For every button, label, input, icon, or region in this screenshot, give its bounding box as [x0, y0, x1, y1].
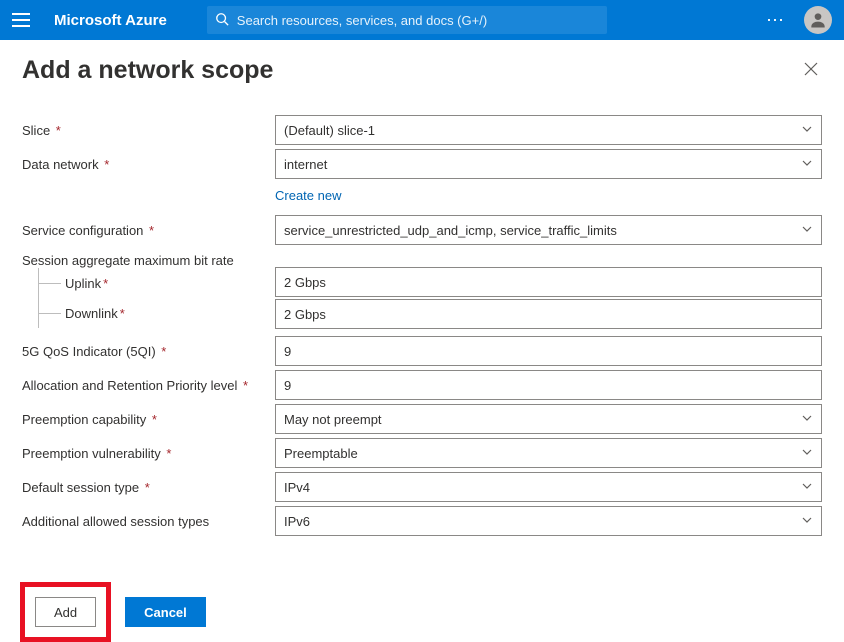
menu-icon[interactable]: [12, 13, 30, 27]
required-marker: *: [141, 480, 150, 495]
required-marker: *: [148, 412, 157, 427]
required-marker: *: [103, 276, 108, 291]
required-marker: *: [239, 378, 248, 393]
chevron-down-icon: [801, 446, 813, 461]
data-network-select[interactable]: internet: [275, 149, 822, 179]
data-network-label: Data network: [22, 157, 99, 172]
close-icon[interactable]: [800, 56, 822, 85]
search-icon: [215, 12, 229, 29]
additional-session-value: IPv6: [284, 514, 310, 529]
azure-topbar: Microsoft Azure ⋯: [0, 0, 844, 40]
required-marker: *: [163, 446, 172, 461]
uplink-label: Uplink: [65, 276, 101, 291]
slice-value: (Default) slice-1: [284, 123, 375, 138]
additional-session-label: Additional allowed session types: [22, 514, 209, 529]
create-new-link[interactable]: Create new: [275, 184, 341, 211]
more-icon[interactable]: ⋯: [766, 10, 786, 31]
preempt-vuln-select[interactable]: Preemptable: [275, 438, 822, 468]
preempt-vuln-label: Preemption vulnerability: [22, 446, 161, 461]
arp-field[interactable]: [284, 378, 813, 393]
fqi-input[interactable]: [275, 336, 822, 366]
uplink-field[interactable]: [284, 275, 813, 290]
page-title: Add a network scope: [22, 56, 273, 85]
default-session-label: Default session type: [22, 480, 139, 495]
user-avatar[interactable]: [804, 6, 832, 34]
global-search[interactable]: [207, 6, 607, 34]
arp-label: Allocation and Retention Priority level: [22, 378, 237, 393]
brand-label: Microsoft Azure: [54, 12, 167, 29]
required-marker: *: [145, 223, 154, 238]
service-config-value: service_unrestricted_udp_and_icmp, servi…: [284, 223, 617, 238]
cancel-button[interactable]: Cancel: [125, 597, 206, 627]
default-session-value: IPv4: [284, 480, 310, 495]
fqi-field[interactable]: [284, 344, 813, 359]
uplink-input[interactable]: [275, 267, 822, 297]
downlink-field[interactable]: [284, 307, 813, 322]
required-marker: *: [120, 306, 125, 321]
slice-label: Slice: [22, 123, 50, 138]
preempt-cap-label: Preemption capability: [22, 412, 146, 427]
arp-input[interactable]: [275, 370, 822, 400]
service-config-select[interactable]: service_unrestricted_udp_and_icmp, servi…: [275, 215, 822, 245]
sambr-label: Session aggregate maximum bit rate: [22, 253, 267, 268]
required-marker: *: [101, 157, 110, 172]
downlink-input[interactable]: [275, 299, 822, 329]
preempt-cap-select[interactable]: May not preempt: [275, 404, 822, 434]
required-marker: *: [52, 123, 61, 138]
preempt-cap-value: May not preempt: [284, 412, 382, 427]
data-network-value: internet: [284, 157, 327, 172]
downlink-label: Downlink: [65, 306, 118, 321]
chevron-down-icon: [801, 223, 813, 238]
search-input[interactable]: [237, 13, 599, 28]
preempt-vuln-value: Preemptable: [284, 446, 358, 461]
chevron-down-icon: [801, 480, 813, 495]
slice-select[interactable]: (Default) slice-1: [275, 115, 822, 145]
add-button[interactable]: Add: [35, 597, 96, 627]
add-button-highlight: Add: [20, 582, 111, 642]
chevron-down-icon: [801, 157, 813, 172]
form-footer: Add Cancel: [0, 583, 844, 641]
chevron-down-icon: [801, 412, 813, 427]
fqi-label: 5G QoS Indicator (5QI): [22, 344, 156, 359]
default-session-select[interactable]: IPv4: [275, 472, 822, 502]
required-marker: *: [158, 344, 167, 359]
service-config-label: Service configuration: [22, 223, 143, 238]
chevron-down-icon: [801, 123, 813, 138]
chevron-down-icon: [801, 514, 813, 529]
additional-session-select[interactable]: IPv6: [275, 506, 822, 536]
